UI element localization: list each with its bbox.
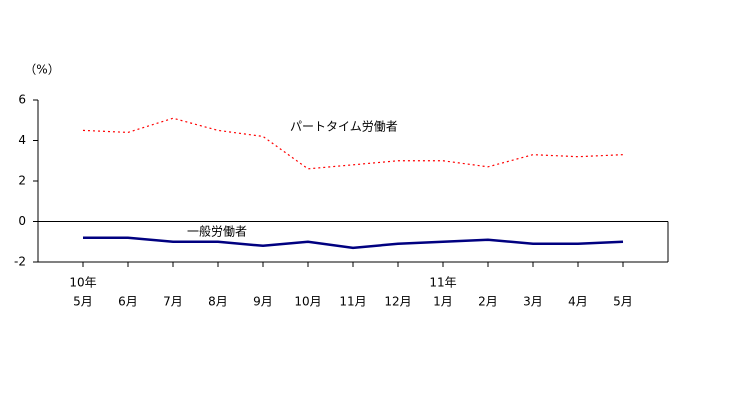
x-tick-label: 3月 xyxy=(523,295,543,309)
x-tick-label: 10月 xyxy=(294,295,321,309)
series-label: 一般労働者 xyxy=(187,224,247,239)
x-tick-label: 6月 xyxy=(118,295,138,309)
x-tick-label: 8月 xyxy=(208,295,228,309)
x-group-label: 10年 xyxy=(69,276,96,290)
line xyxy=(83,236,624,250)
x-tick-label: 9月 xyxy=(253,295,273,309)
x-tick-label: 11月 xyxy=(339,295,366,309)
x-tick-label: 12月 xyxy=(384,295,411,309)
x-tick-label: 5月 xyxy=(73,295,93,309)
y-tick-label: 0 xyxy=(18,214,26,228)
y-tick-label: 4 xyxy=(18,133,26,147)
x-tick-label: 5月 xyxy=(613,295,633,309)
y-tick-label: 6 xyxy=(18,93,26,107)
x-tick-label: 1月 xyxy=(433,295,453,309)
series-label: パートタイム労働者 xyxy=(290,120,398,134)
x-tick-label: 2月 xyxy=(478,295,498,309)
y-tick-label: -2 xyxy=(14,255,26,269)
x-tick-label: 4月 xyxy=(568,295,588,309)
x-tick-label: 7月 xyxy=(163,295,183,309)
y-unit: （%） xyxy=(24,63,59,77)
y-tick-label: 2 xyxy=(18,174,26,188)
x-group-label: 11年 xyxy=(429,276,456,290)
